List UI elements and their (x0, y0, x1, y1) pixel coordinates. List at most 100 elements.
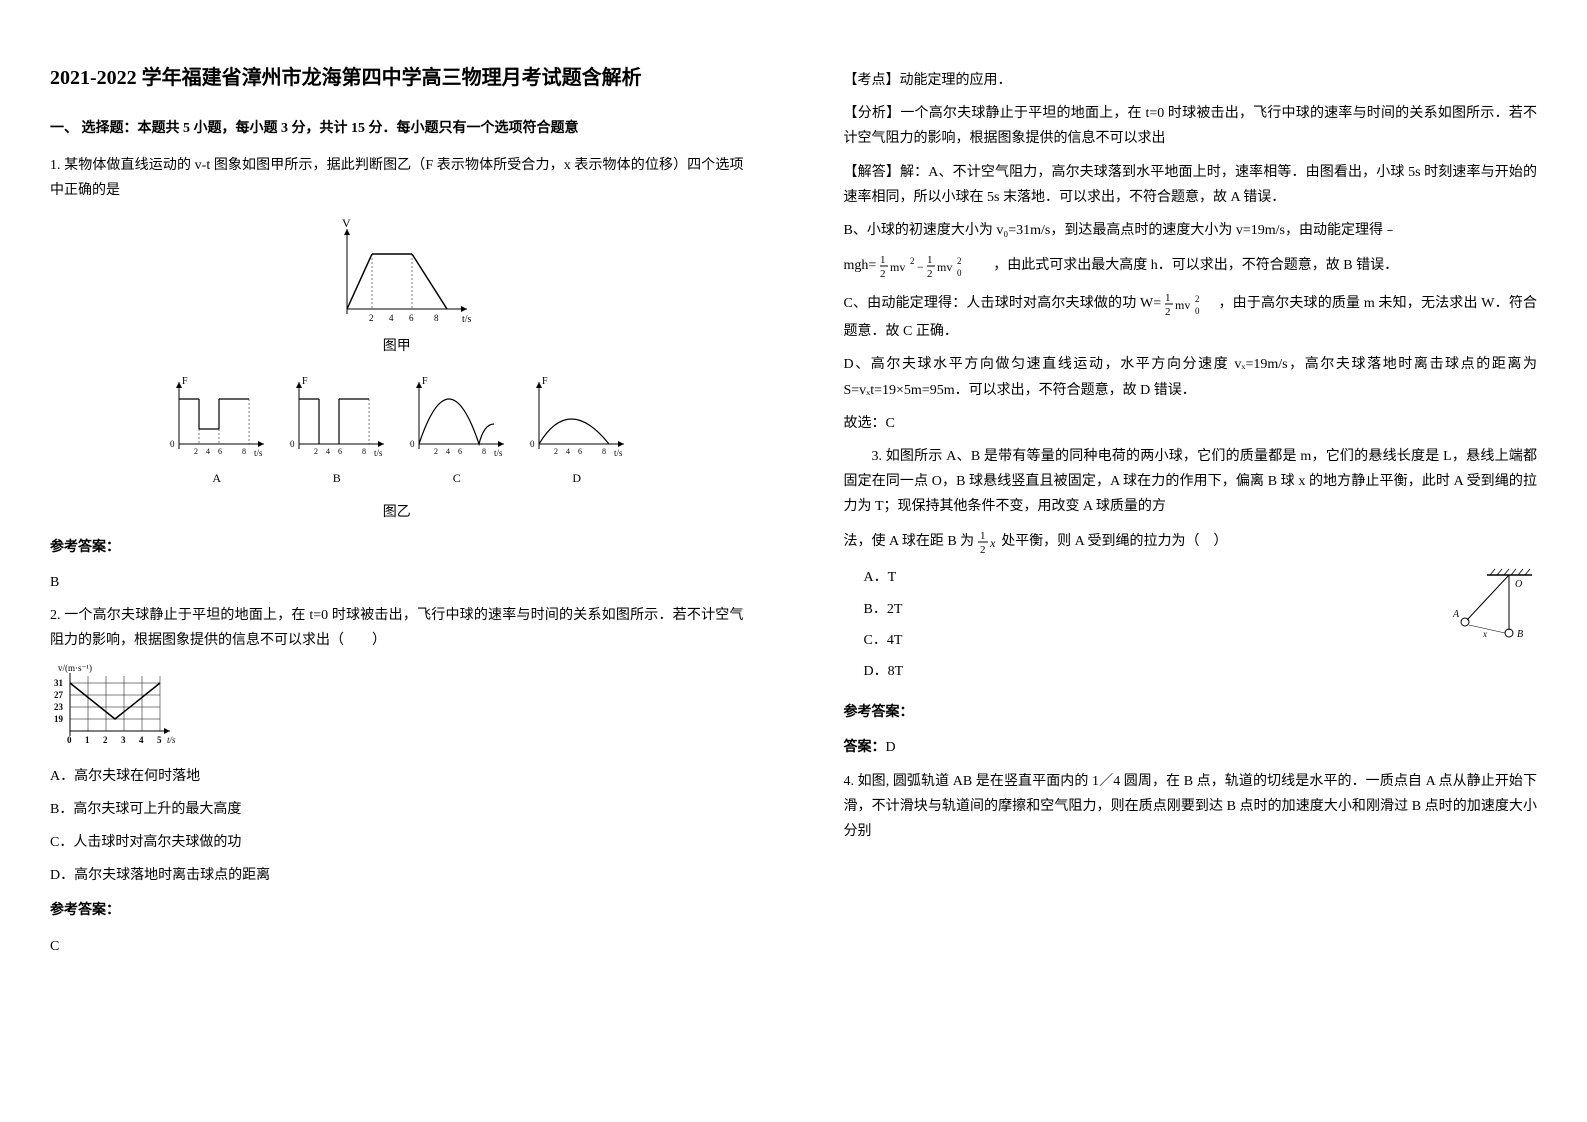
kaodian: 【考点】动能定理的应用． (844, 68, 1538, 93)
svg-text:6: 6 (458, 447, 462, 456)
fenxi: 【分析】一个高尔夫球静止于平坦的地面上，在 t=0 时球被击出，飞行中球的速率与… (844, 101, 1538, 151)
section-heading: 一、 选择题：本题共 5 小题，每小题 3 分，共计 15 分．每小题只有一个选… (50, 116, 744, 141)
yi-label-c: C (404, 468, 509, 490)
q2-answer-label: 参考答案： (50, 898, 744, 923)
q3-answer-label: 参考答案： (844, 700, 1538, 725)
svg-text:1: 1 (85, 735, 90, 745)
svg-text:2: 2 (434, 447, 438, 456)
formula-w: 1 2 mv 2 0 (1165, 289, 1215, 319)
svg-text:F: F (182, 376, 188, 387)
q3-answer-line: 答案：D (844, 735, 1538, 760)
svg-text:2: 2 (927, 268, 933, 280)
svg-text:0: 0 (1195, 306, 1200, 316)
kaodian-label: 【考点】 (844, 73, 900, 88)
right-column: 【考点】动能定理的应用． 【分析】一个高尔夫球静止于平坦的地面上，在 t=0 时… (794, 0, 1587, 1122)
svg-text:A: A (1452, 609, 1460, 620)
fenxi-text: 一个高尔夫球静止于平坦的地面上，在 t=0 时球被击出，飞行中球的速率与时间的关… (844, 106, 1538, 146)
svg-text:1: 1 (1165, 292, 1171, 304)
q3-text-cont: 法，使 A 球在距 B 为 1 2 x 处平衡，则 A 受到绳的拉力为（ ） (844, 527, 1538, 557)
jieda-b: B、小球的初速度大小为 v₀=31m/s，到达最高点时的速度大小为 v=19m/… (844, 218, 1538, 243)
svg-text:mv: mv (890, 260, 905, 274)
jieda-d: D、高尔夫球水平方向做匀速直线运动，水平方向分速度 vₓ=19m/s，高尔夫球落… (844, 352, 1538, 402)
svg-text:1: 1 (880, 254, 886, 266)
q3-options: A．T B．2T C．4T D．8T (864, 565, 1538, 684)
figure-yi-b: F t/s 0 2 4 6 8 B (284, 374, 389, 490)
svg-text:8: 8 (482, 447, 486, 456)
jieda-c: C、由动能定理得：人击球时对高尔夫球做的功 W= (844, 296, 1162, 311)
jieda-a: 【解答】解：A、不计空气阻力，高尔夫球落到水平地面上时，速率相等．由图看出，小球… (844, 160, 1538, 210)
yi-label-d: D (524, 468, 629, 490)
jieda-label: 【解答】 (844, 165, 901, 180)
q1-answer-label: 参考答案： (50, 535, 744, 560)
q1-text: 1. 某物体做直线运动的 v-t 图象如图甲所示，据此判断图乙（F 表示物体所受… (50, 153, 744, 203)
svg-text:4: 4 (139, 735, 144, 745)
jieda-b2: ，由此式可求出最大高度 h．可以求出，不符合题意，故 B 错误． (993, 258, 1398, 273)
svg-text:2: 2 (314, 447, 318, 456)
q2-graph: v/(m·s⁻¹) 31 27 23 19 (50, 661, 744, 755)
svg-text:2: 2 (1195, 294, 1200, 304)
svg-text:6: 6 (409, 313, 414, 323)
q3-text3: 处平衡，则 A 受到绳的拉力为（ ） (1001, 535, 1227, 550)
svg-text:8: 8 (362, 447, 366, 456)
q3-text: 3. 如图所示 A、B 是带有等量的同种电荷的两小球，它们的质量都是 m，它们的… (844, 444, 1538, 520)
svg-text:2: 2 (369, 313, 374, 323)
svg-text:−: − (917, 260, 924, 274)
q3-answer: D (886, 740, 896, 755)
svg-text:O: O (1515, 579, 1522, 590)
svg-text:8: 8 (242, 447, 246, 456)
svg-text:6: 6 (218, 447, 222, 456)
svg-text:31: 31 (54, 678, 64, 688)
svg-text:8: 8 (602, 447, 606, 456)
q3-answer-prefix: 答案： (844, 740, 886, 755)
q3-figure: O A B x (1447, 565, 1537, 659)
formula-mgh: mgh= (844, 258, 877, 273)
q3-opt-a: A．T (864, 565, 1538, 590)
exam-title: 2021-2022 学年福建省漳州市龙海第四中学高三物理月考试题含解析 (50, 60, 744, 96)
svg-text:2: 2 (910, 256, 915, 266)
svg-text:mv: mv (937, 260, 952, 274)
jieda-c-line: C、由动能定理得：人击球时对高尔夫球做的功 W= 1 2 mv 2 0 ，由于高… (844, 289, 1538, 344)
svg-text:4: 4 (326, 447, 330, 456)
svg-text:27: 27 (54, 690, 64, 700)
svg-text:3: 3 (121, 735, 126, 745)
svg-text:t/s: t/s (494, 448, 503, 458)
q3-opt-c: C．4T (864, 628, 1538, 653)
svg-text:x: x (1482, 629, 1487, 639)
q3-opt-d: D．8T (864, 659, 1538, 684)
left-column: 2021-2022 学年福建省漳州市龙海第四中学高三物理月考试题含解析 一、 选… (0, 0, 794, 1122)
svg-text:4: 4 (566, 447, 570, 456)
svg-text:2: 2 (980, 544, 986, 556)
svg-text:4: 4 (389, 313, 394, 323)
svg-text:t/s: t/s (614, 448, 623, 458)
svg-text:0: 0 (67, 735, 72, 745)
svg-text:t/s: t/s (374, 448, 383, 458)
jieda-b-formula: mgh= 1 2 mv 2 − 1 2 mv 2 0 ，由此式可求出最大高度 h… (844, 251, 1538, 281)
q2-answer: C (50, 934, 744, 959)
q2-opt-b: B．高尔夫球可上升的最大高度 (50, 797, 744, 822)
svg-text:F: F (302, 376, 308, 387)
svg-text:F: F (542, 376, 548, 387)
q3-opt-b: B．2T (864, 597, 1538, 622)
q3-text2: 法，使 A 球在距 B 为 (844, 535, 975, 550)
svg-text:23: 23 (54, 702, 64, 712)
svg-text:8: 8 (434, 313, 439, 323)
q1-answer: B (50, 570, 744, 595)
svg-text:2: 2 (1165, 306, 1171, 318)
formula-half-x: 1 2 x (978, 527, 998, 557)
svg-text:t/s: t/s (167, 735, 176, 745)
q4-text: 4. 如图, 圆弧轨道 AB 是在竖直平面内的 1／4 圆周，在 B 点，轨道的… (844, 769, 1538, 845)
svg-text:4: 4 (206, 447, 210, 456)
formula-energy: 1 2 mv 2 − 1 2 mv 2 0 (880, 251, 990, 281)
svg-text:0: 0 (530, 439, 535, 449)
svg-text:t/s: t/s (462, 314, 472, 325)
q2-opt-d: D．高尔夫球落地时离击球点的距离 (50, 863, 744, 888)
yi-label-a: A (164, 468, 269, 490)
svg-text:6: 6 (338, 447, 342, 456)
q2-ylabel: v/(m·s⁻¹) (58, 663, 92, 673)
svg-text:0: 0 (957, 268, 962, 278)
svg-text:2: 2 (194, 447, 198, 456)
svg-text:4: 4 (446, 447, 450, 456)
svg-text:V: V (342, 219, 351, 230)
svg-text:mv: mv (1175, 298, 1190, 312)
svg-text:B: B (1517, 629, 1523, 640)
